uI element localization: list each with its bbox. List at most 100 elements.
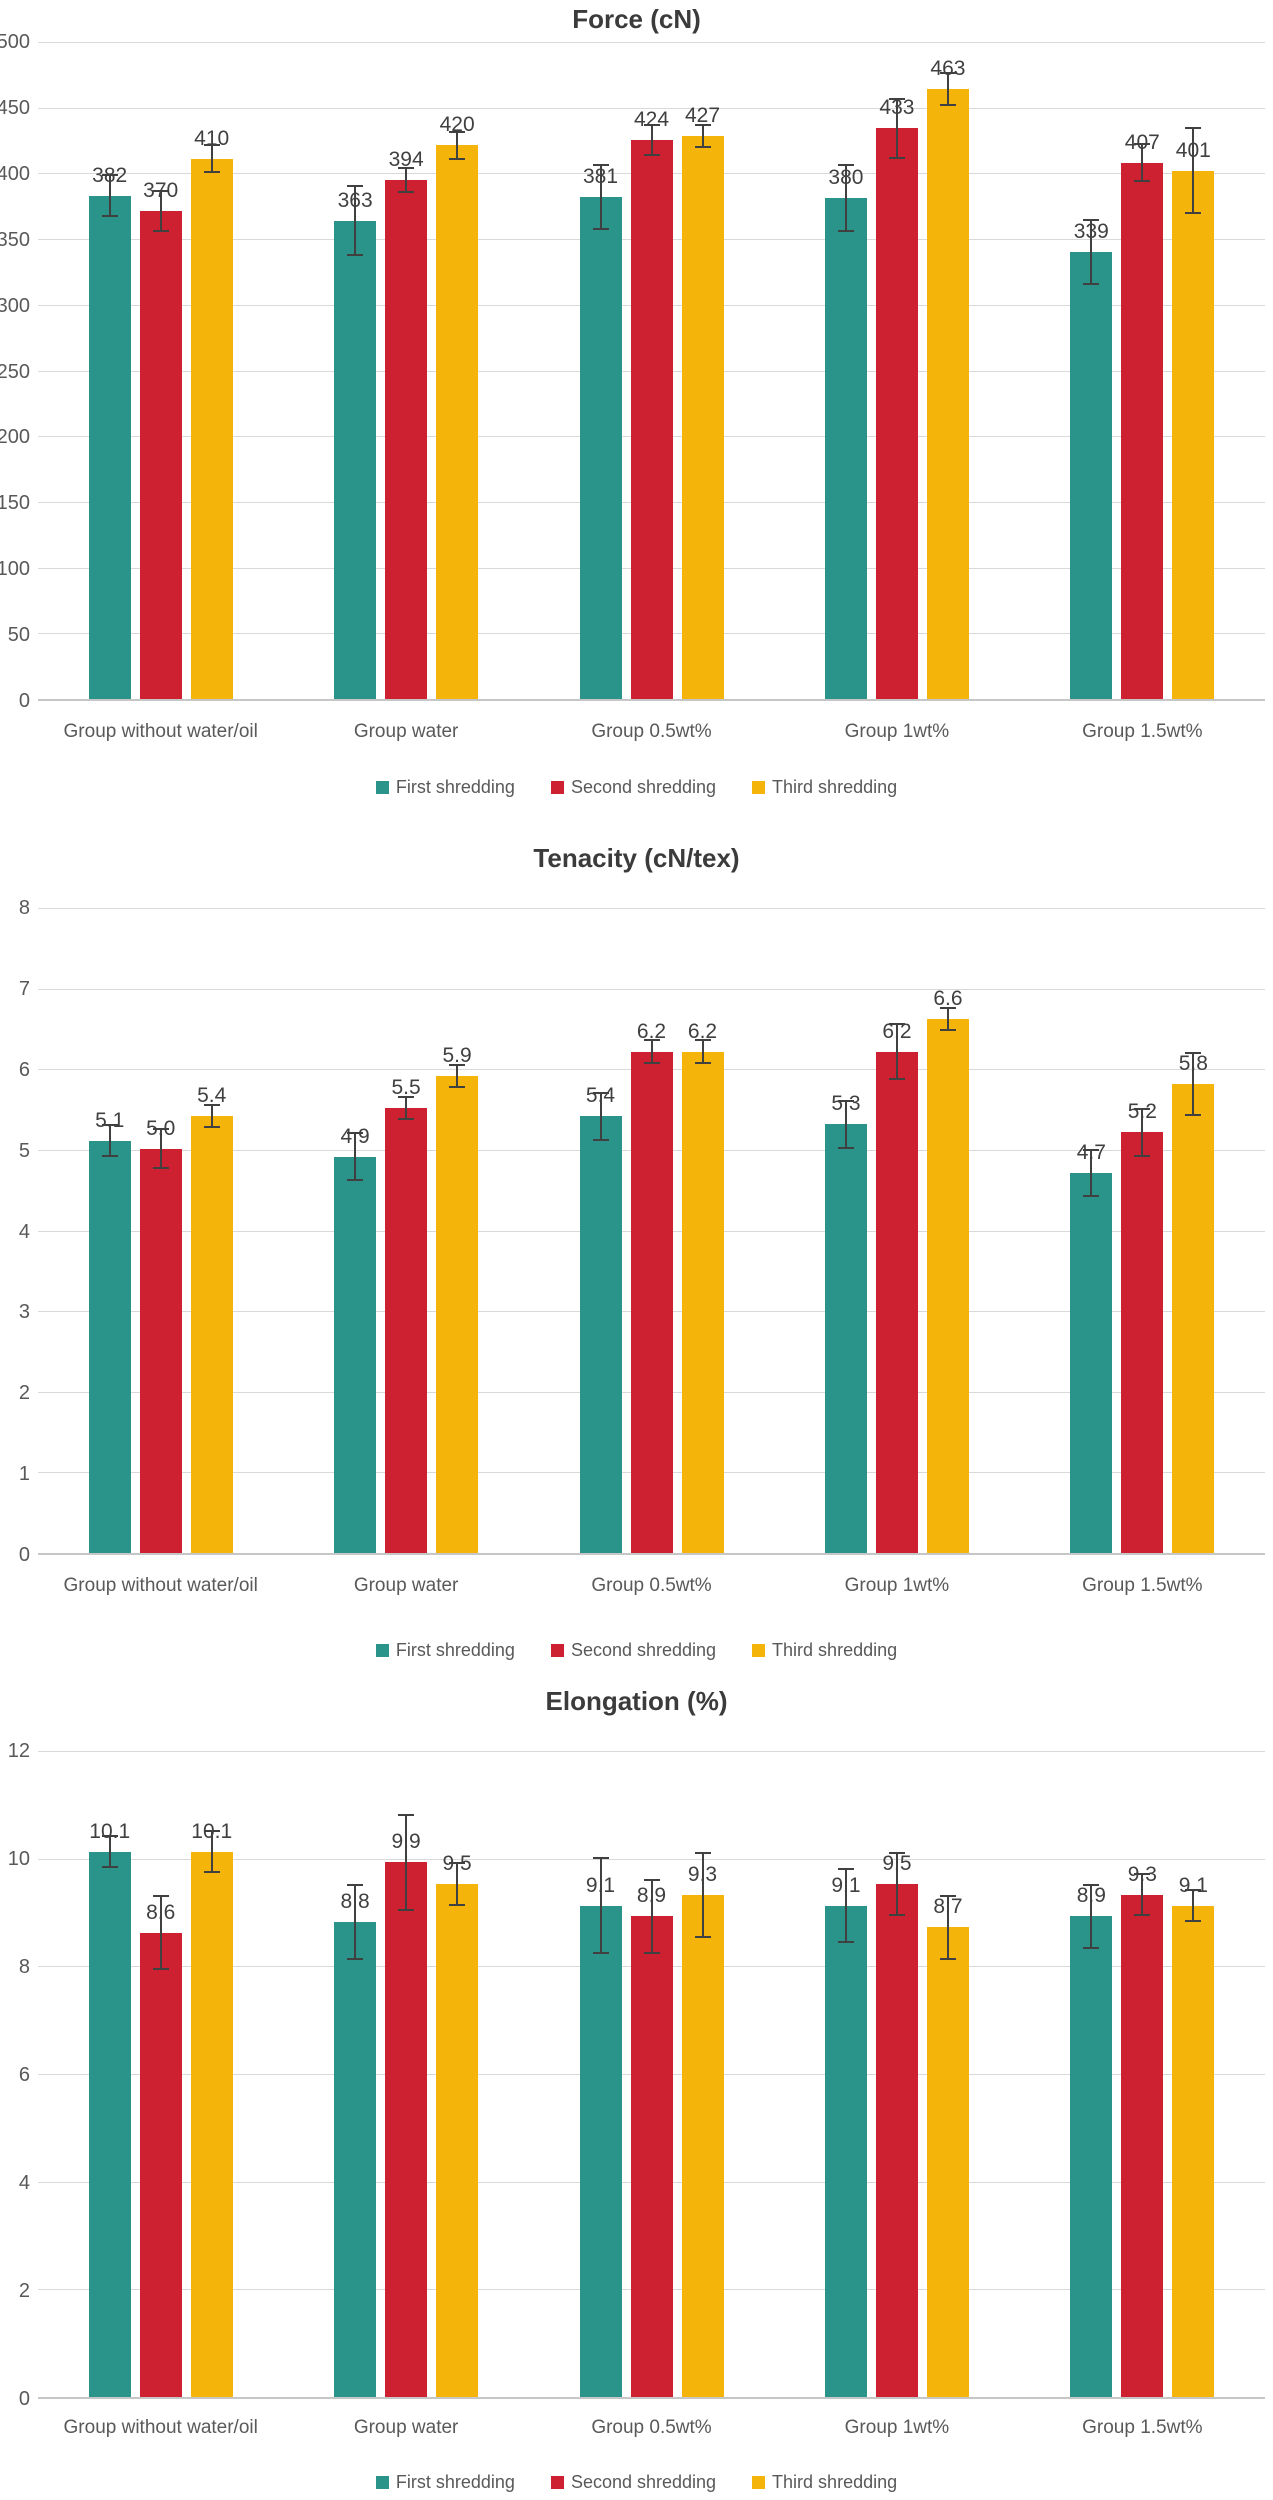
bar-second-shredding (139, 1148, 182, 1553)
x-axis-category-label: Group 1wt% (844, 2417, 950, 2438)
bar-third-shredding (926, 1927, 969, 2397)
bar-value-label: 420 (439, 113, 475, 137)
error-bar-cap-bottom (1083, 1195, 1100, 1198)
error-bar-cap-top (1134, 1873, 1151, 1876)
error-bar-line (1141, 1873, 1144, 1917)
bar-slot: 363 (334, 42, 377, 699)
error-bar-cap-top (101, 174, 118, 177)
legend-item-third-shredding: Third shredding (752, 777, 897, 798)
error-bar-cap-top (347, 1132, 364, 1135)
error-bar-line (108, 1124, 111, 1157)
error-bar-cap-bottom (1083, 1946, 1100, 1949)
error-bar-cap-bottom (152, 1968, 169, 1971)
bar-third-shredding (1172, 1083, 1215, 1553)
gridline (38, 107, 1265, 109)
y-axis-tick-label: 400 (0, 162, 30, 185)
x-axis-category-label: Group 1wt% (844, 721, 950, 742)
gridline (38, 1858, 1265, 1860)
error-bar-line (1141, 1108, 1144, 1157)
bar-cluster: 380433 463 (774, 42, 1019, 699)
bar-second-shredding (630, 1916, 673, 2397)
force-chart-title: Force (cN) (572, 4, 701, 34)
error-bar-cap-top (347, 185, 364, 187)
error-bar-line (1192, 127, 1195, 214)
error-bar-line (405, 166, 408, 193)
legend-swatch (375, 780, 389, 794)
bar-slot: 4.9 (334, 908, 377, 1553)
error-bar-cap-top (888, 1023, 905, 1026)
error-bar-cap-bottom (398, 190, 415, 193)
bar-cluster: 5.1 5.0 5.4 (38, 908, 283, 1553)
bar-slot: 381 (579, 42, 622, 699)
error-bar-cap-bottom (152, 1166, 169, 1169)
x-axis-category-label: Group 1wt% (844, 1575, 950, 1596)
bar-cluster: 381 424 427 (529, 42, 774, 699)
error-bar-line (599, 163, 602, 230)
error-bar-cap-top (939, 71, 956, 74)
bar-slot: 9.1 (579, 1751, 622, 2397)
error-bar-cap-bottom (398, 1118, 415, 1121)
bar-cluster: 8.99.39.1 (1020, 1751, 1265, 2397)
bar-cluster: 8.89.99.5 (283, 1751, 528, 2397)
error-bar-line (946, 1894, 949, 1960)
error-bar-cap-top (347, 1884, 364, 1886)
bar-slot: 5.4 (190, 908, 233, 1553)
error-bar-line (354, 1884, 357, 1960)
legend-label: Third shredding (772, 2471, 898, 2492)
y-axis-tick-label: 150 (0, 492, 30, 515)
y-axis-tick-label: 350 (0, 228, 30, 251)
error-bar-cap-bottom (101, 1865, 118, 1868)
error-bar-cap-top (1083, 219, 1100, 222)
bar-first-shredding (1070, 1172, 1113, 1553)
bar-second-shredding (385, 1862, 428, 2397)
x-axis-category-label: Group without water/oil (63, 2417, 258, 2438)
bar-slot: 5.0 (139, 908, 182, 1553)
error-bar-cap-top (1083, 1148, 1100, 1151)
legend-label: First shredding (395, 2471, 515, 2492)
bar-slot: 9.1 (1172, 1751, 1215, 2397)
bar-slot: 9.3 (681, 1751, 724, 2397)
bar-slot: 5.5 (385, 908, 428, 1553)
error-bar-cap-top (643, 1039, 660, 1042)
y-axis-tick-label: 200 (0, 426, 30, 449)
bar-first-shredding (579, 1116, 622, 1553)
bar-cluster: 4.75.25.8 (1020, 908, 1265, 1553)
error-bar-line (701, 124, 704, 149)
error-bar-cap-bottom (888, 156, 905, 159)
error-bar-cap-bottom (939, 103, 956, 106)
error-bar-line (1090, 219, 1093, 286)
error-bar-line (108, 1835, 111, 1868)
bar-slot: 407 (1121, 42, 1164, 699)
bar-slot: 9.3 (1121, 1751, 1164, 2397)
tenacity-y-axis: 0 1 2 3 4 5 6 7 8 (0, 897, 38, 1566)
bar-slot: 5.3 (824, 908, 867, 1553)
y-axis-tick-label: 0 (18, 690, 30, 712)
bar-slot: 5.1 (88, 908, 131, 1553)
gridline (38, 1751, 1265, 1752)
y-axis-tick-label: 6 (18, 2064, 30, 2086)
bar-value-label: 6.2 (687, 1019, 718, 1043)
bar-value-label: 427 (684, 104, 721, 128)
bar-slot: 9.5 (875, 1751, 918, 2397)
error-bar-line (159, 1128, 162, 1169)
legend-swatch (550, 1643, 564, 1657)
error-bar-cap-bottom (643, 1061, 660, 1064)
bar-second-shredding (630, 1051, 673, 1553)
x-axis-category-label: Group 0.5wt% (591, 721, 712, 742)
bar-second-shredding (875, 128, 918, 699)
error-bar-cap-top (939, 1894, 956, 1897)
y-axis-tick-label: 1 (18, 1463, 30, 1486)
bar-third-shredding (926, 88, 969, 699)
bar-first-shredding (579, 1905, 622, 2397)
bar-slot: 8.6 (139, 1751, 182, 2397)
bar-slot: 424 (630, 42, 673, 699)
error-bar-cap-bottom (837, 1146, 854, 1149)
y-axis-tick-label: 2 (18, 1382, 30, 1405)
legend-swatch (752, 1643, 766, 1657)
error-bar-line (405, 1813, 408, 1911)
bar-cluster: 339 407 401 (1020, 42, 1265, 699)
x-axis-category-label: Group 0.5wt% (591, 2417, 712, 2438)
tenacity-chart: Tenacity (cN/tex) 0 1 2 3 4 5 6 7 8 5.1 5.0 5.4 4.9… (0, 843, 1273, 1660)
y-axis-tick-label: 500 (0, 31, 30, 53)
